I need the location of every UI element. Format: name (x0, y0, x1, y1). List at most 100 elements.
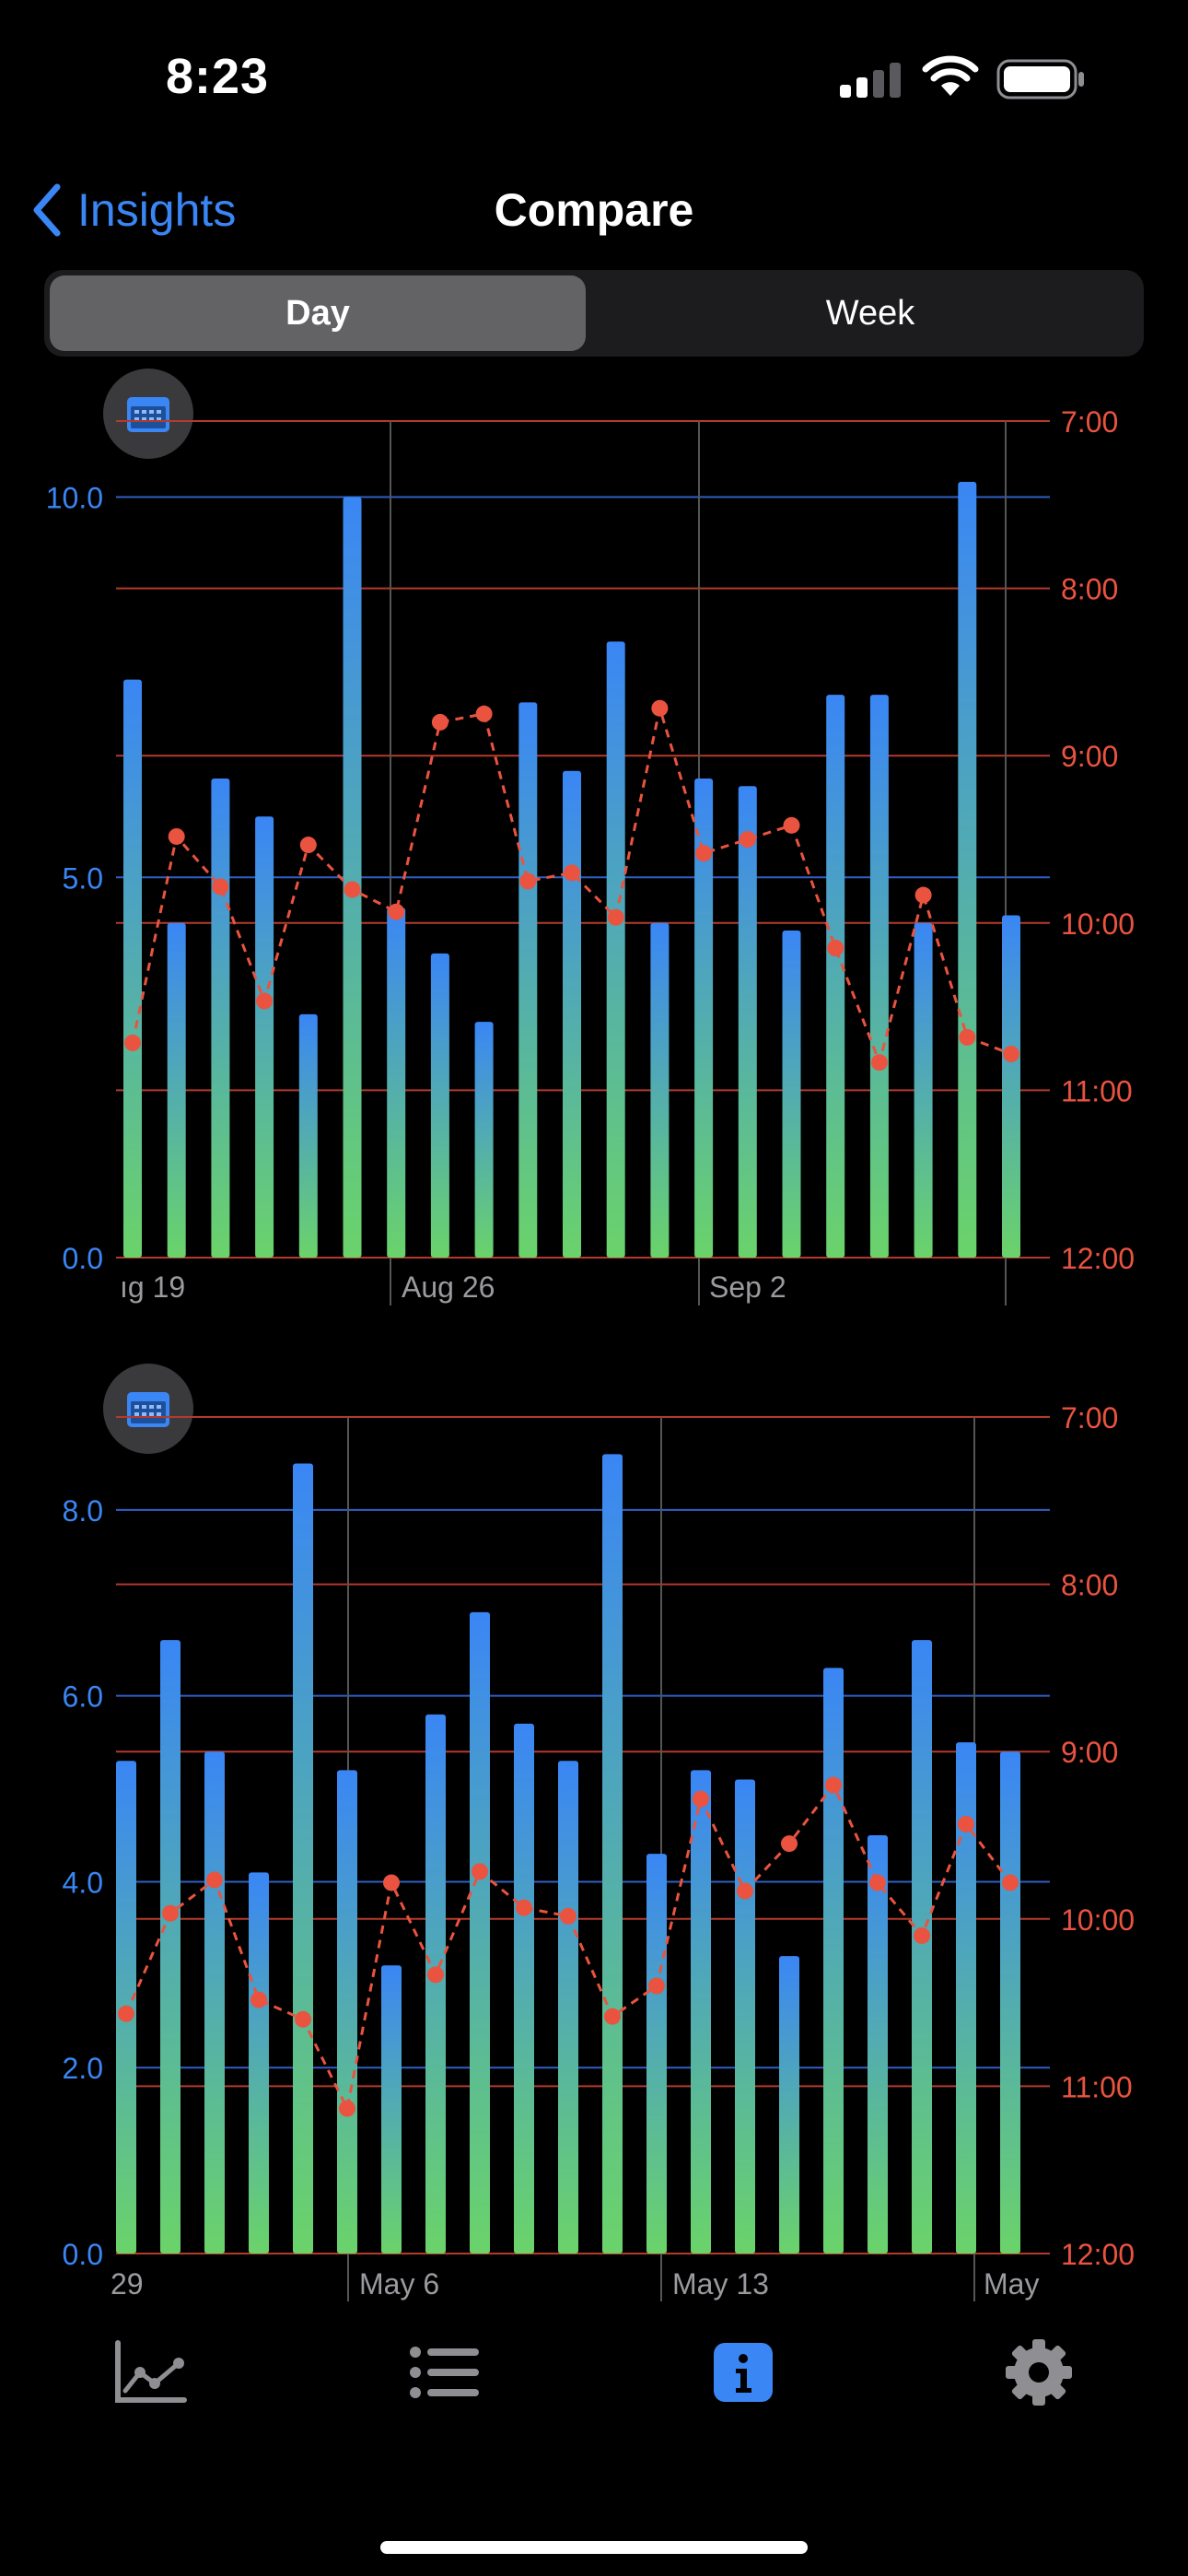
trend-point (431, 713, 448, 731)
trend-point (693, 1790, 709, 1808)
chart-2: 7:00 8:00 9:00 10:00 11:00 12:00 8.0 6.0 4.0 2.0 0… (0, 1364, 1188, 2331)
bar (387, 907, 406, 1258)
segment-day[interactable]: Day (50, 275, 586, 351)
bar (1002, 915, 1020, 1258)
trend-line (124, 1782, 1012, 2113)
bar (430, 953, 449, 1258)
x-axis-label: May 13 (672, 2267, 769, 2301)
bar (912, 1640, 932, 2254)
x-axis-label: May 6 (359, 2267, 439, 2301)
trend-point (383, 1874, 400, 1891)
bar (293, 1463, 313, 2254)
right-axis-label: 7:00 (1061, 1401, 1118, 1434)
trend-point (827, 940, 844, 957)
wifi-icon (922, 55, 979, 96)
bar (735, 1779, 755, 2254)
bar (211, 778, 230, 1258)
right-axis-label: 8:00 (1061, 1569, 1118, 1602)
trend-point (607, 908, 624, 926)
status-time: 8:23 (166, 49, 270, 104)
tab-info[interactable] (693, 2322, 794, 2423)
left-axis-label: 10.0 (46, 482, 103, 515)
bar (425, 1714, 446, 2254)
trend-point (124, 1034, 141, 1051)
chart-2-calendar-button[interactable] (103, 1364, 193, 1454)
bar (474, 1022, 494, 1258)
tab-settings[interactable] (988, 2322, 1089, 2423)
bar (646, 1854, 667, 2254)
trend-point (869, 1874, 886, 1891)
page-title: Compare (494, 184, 694, 236)
trend-point (295, 2010, 311, 2028)
tab-trends[interactable] (99, 2322, 201, 2423)
bar (204, 1751, 225, 2254)
trend-point (475, 705, 493, 722)
trend-point (870, 1054, 888, 1071)
trend-point (914, 886, 932, 904)
right-axis-label: 9:00 (1061, 740, 1118, 773)
segment-week[interactable]: Week (825, 293, 915, 333)
bar (160, 1640, 181, 2254)
bar (123, 679, 142, 1258)
home-indicator (380, 2541, 808, 2554)
trend-point (648, 1977, 665, 1995)
chart-1-plot: 7:00 8:00 9:00 10:00 11:00 12:00 10.0 5.0 0.0 ıg … (46, 405, 1135, 1306)
trend-point (651, 699, 669, 717)
trend-point (162, 1904, 179, 1922)
bar (606, 641, 625, 1258)
trend-point (959, 1028, 976, 1046)
period-segmented-control: Day Week (44, 270, 1144, 357)
trend-point (519, 872, 537, 890)
trend-line (131, 708, 1012, 1068)
chart-1-calendar-button[interactable] (103, 369, 193, 459)
bar (514, 1723, 534, 2254)
bar (602, 1454, 623, 2254)
right-axis-label: 12:00 (1061, 2238, 1135, 2271)
bar (782, 931, 801, 1258)
bar (869, 695, 889, 1258)
right-axis-label: 8:00 (1061, 573, 1118, 606)
left-axis-label: 0.0 (63, 1242, 103, 1275)
bar (116, 1761, 136, 2254)
tab-bar (0, 2322, 1188, 2478)
x-axis-label: May (984, 2267, 1039, 2301)
right-axis-label: 10:00 (1061, 907, 1135, 941)
bar (381, 1965, 402, 2254)
left-axis-label: 5.0 (63, 861, 103, 895)
bar (779, 1956, 799, 2254)
trend-point (560, 1907, 577, 1925)
trend-point (427, 1966, 444, 1984)
back-button[interactable]: Insights (31, 183, 236, 237)
trend-point (1003, 1046, 1019, 1063)
trend-point (206, 1871, 223, 1889)
bar (167, 922, 186, 1258)
list-icon (410, 2347, 479, 2398)
trend-point (339, 2100, 355, 2117)
cellular-signal-icon (840, 63, 901, 98)
bar (298, 1013, 318, 1258)
trend-point (118, 2005, 134, 2022)
bar (470, 1611, 490, 2254)
trend-point (472, 1863, 488, 1880)
trend-point (825, 1776, 842, 1794)
settings-icon (1006, 2339, 1072, 2406)
trend-point (516, 1899, 532, 1916)
trend-point (299, 837, 317, 854)
bar (249, 1872, 269, 2254)
right-axis-label: 9:00 (1061, 1736, 1118, 1769)
bar (958, 482, 977, 1258)
left-axis-label: 2.0 (63, 2052, 103, 2085)
trend-point (168, 827, 185, 845)
trend-point (737, 1882, 753, 1900)
back-label: Insights (77, 184, 237, 236)
battery-icon (996, 59, 1084, 100)
x-axis-label: Sep 2 (709, 1270, 786, 1304)
tab-list[interactable] (394, 2322, 495, 2423)
status-bar: 8:23 (0, 0, 1188, 157)
bar (738, 786, 757, 1258)
trend-point (695, 845, 713, 862)
bar (255, 816, 274, 1258)
bar (518, 702, 538, 1258)
bar (650, 922, 670, 1258)
trends-icon (115, 2340, 187, 2403)
